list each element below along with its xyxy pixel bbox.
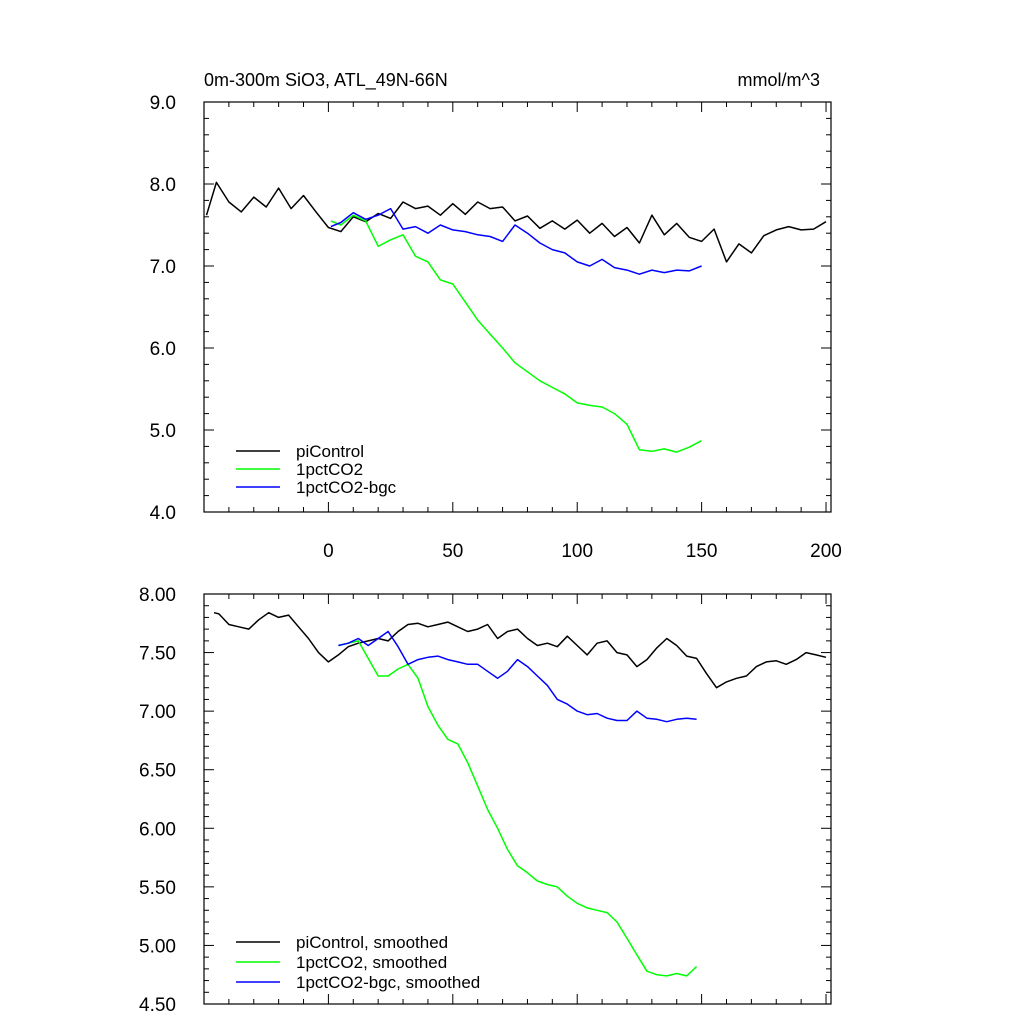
bottom-plot-frame: [203, 593, 832, 1005]
y-tick-label: 8.00: [139, 585, 176, 606]
x-tick-label: 50: [442, 541, 463, 562]
legend-label: 1pctCO2: [296, 460, 363, 479]
y-tick-label: 5.0: [150, 421, 176, 442]
top-plot-frame: [203, 101, 832, 513]
top-panel: 0m-300m SiO3, ATL_49N-66N mmol/m^3 0 50 10…: [150, 70, 842, 562]
bottom-tick-labels: 4.50 5.00 5.50 6.00 6.50 7.00 7.50 8.00: [139, 585, 176, 1016]
bottom-panel: 4.50 5.00 5.50 6.00 6.50 7.00 7.50 8.00 piContr…: [139, 585, 832, 1016]
y-tick-label: 4.0: [150, 503, 176, 524]
y-tick-label: 6.50: [139, 761, 176, 782]
y-tick-label: 5.00: [139, 936, 176, 957]
series-line-1pctco2-smoothed: [338, 640, 698, 977]
x-tick-label: 0: [323, 541, 334, 562]
series-line-picontrol: [205, 181, 827, 263]
x-tick-label: 200: [810, 541, 842, 562]
y-tick-label: 9.0: [150, 93, 176, 114]
series-line-picontrol-smoothed: [213, 611, 827, 689]
y-tick-label: 7.50: [139, 644, 176, 665]
top-series-lines: [205, 181, 827, 453]
y-tick-label: 6.0: [150, 339, 176, 360]
y-tick-label: 7.00: [139, 702, 176, 723]
top-panel-units: mmol/m^3: [738, 70, 820, 90]
series-line-1pctco2-bgc-smoothed: [338, 630, 697, 723]
y-tick-label: 6.00: [139, 819, 176, 840]
series-line-1pctco2-bgc: [330, 207, 702, 275]
x-tick-label: 150: [686, 541, 718, 562]
y-tick-label: 4.50: [139, 995, 176, 1016]
legend-label: piControl, smoothed: [296, 933, 448, 952]
legend-label: 1pctCO2-bgc: [296, 478, 397, 497]
series-line-1pctco2: [330, 214, 702, 453]
top-panel-title: 0m-300m SiO3, ATL_49N-66N: [204, 70, 448, 91]
y-tick-label: 5.50: [139, 878, 176, 899]
legend-label: piControl: [296, 442, 364, 461]
top-tick-labels: 0 50 100 150 200 4.0 5.0 6.0 7.0 8.0 9.0: [150, 93, 842, 562]
bottom-series-lines: [213, 611, 827, 977]
x-tick-label: 100: [561, 541, 593, 562]
y-tick-label: 7.0: [150, 257, 176, 278]
top-tick-marks: [204, 101, 831, 513]
bottom-tick-marks: [204, 593, 831, 1005]
y-tick-label: 8.0: [150, 175, 176, 196]
legend-label: 1pctCO2-bgc, smoothed: [296, 973, 480, 992]
legend-label: 1pctCO2, smoothed: [296, 953, 447, 972]
